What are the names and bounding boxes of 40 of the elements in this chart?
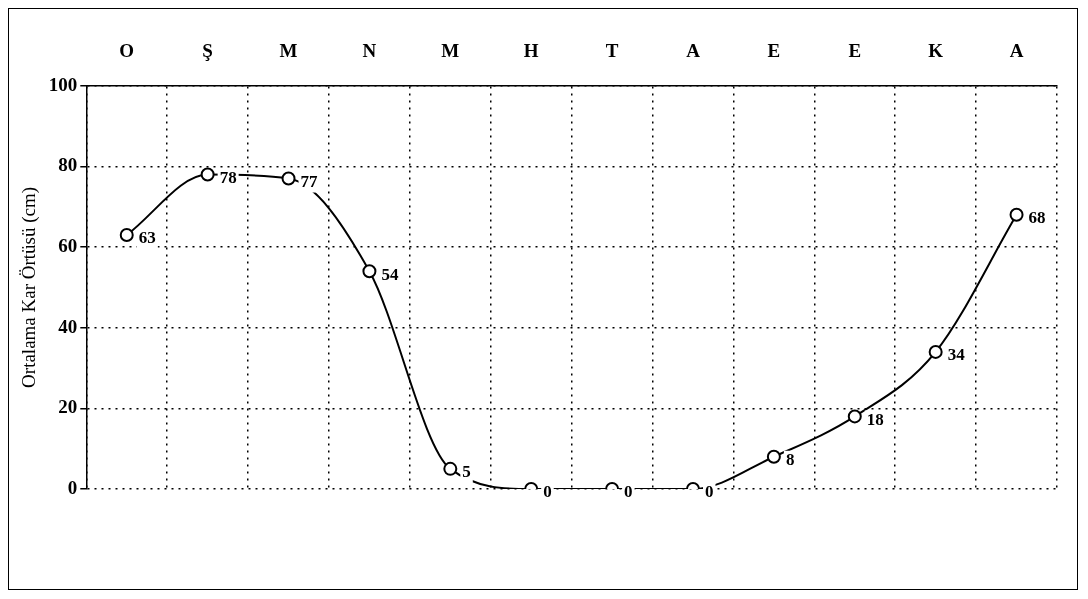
data-label: 18 [866, 409, 884, 429]
point [928, 344, 943, 359]
data-label: 8 [785, 450, 795, 470]
point [119, 227, 134, 242]
point [766, 449, 781, 464]
y-tick-label: 20 [58, 396, 78, 418]
x-tick-label: H [523, 40, 539, 62]
data-label: 54 [381, 264, 399, 284]
y-tick-label: 40 [58, 315, 78, 337]
x-tick-label: M [441, 40, 460, 62]
x-tick-label: N [362, 40, 377, 62]
y-tick-label: 60 [58, 234, 78, 256]
data-label: 77 [300, 171, 319, 191]
data-label: 5 [462, 462, 471, 482]
y-tick-label: 100 [48, 73, 78, 95]
y-axis-title: Ortalama Kar Örtüsü (cm) [18, 186, 41, 388]
x-tick-label: Ş [202, 40, 213, 62]
point [281, 171, 296, 186]
point [362, 264, 377, 279]
y-tick-label: 80 [58, 154, 78, 176]
x-tick-label: A [686, 40, 701, 62]
data-label: 68 [1028, 208, 1046, 228]
x-tick-label: O [119, 40, 135, 62]
data-label: 0 [704, 482, 714, 502]
data-label: 0 [543, 482, 552, 502]
data-label: 78 [219, 167, 237, 187]
data-label: 63 [138, 228, 156, 248]
point [847, 409, 862, 424]
x-tick-label: A [1009, 40, 1024, 62]
x-tick-label: E [848, 40, 862, 62]
x-tick-label: E [767, 40, 781, 62]
data-label: 34 [947, 345, 966, 365]
point [200, 167, 215, 182]
data-label: 0 [624, 482, 633, 502]
y-tick-label: 0 [67, 476, 78, 498]
x-tick-label: M [279, 40, 298, 62]
point [443, 461, 458, 476]
x-tick-label: T [605, 40, 619, 62]
point [1009, 207, 1024, 222]
x-tick-label: K [928, 40, 944, 62]
